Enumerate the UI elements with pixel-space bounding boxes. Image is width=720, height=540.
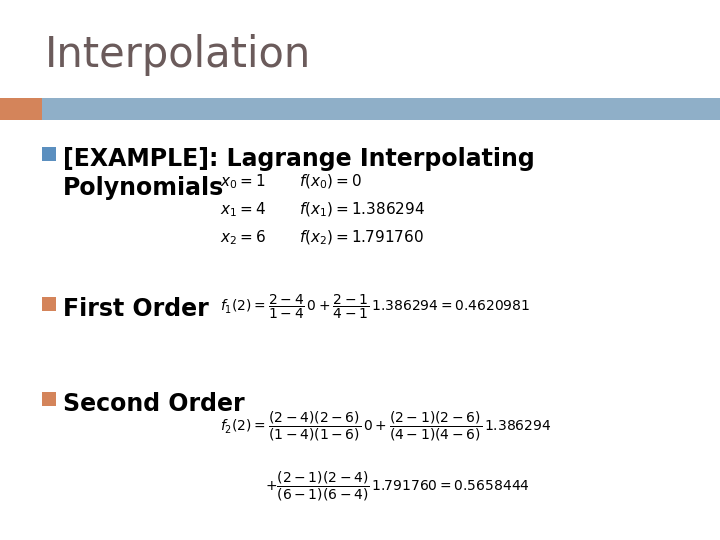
Text: Interpolation: Interpolation [45,34,311,76]
Text: First Order: First Order [63,297,209,321]
Bar [42,392,56,406]
Text: $f_1(2) = \dfrac{2-4}{1-4}\,0 + \dfrac{2-1}{4-1}\,1.386294 = 0.4620981$: $f_1(2) = \dfrac{2-4}{1-4}\,0 + \dfrac{2… [220,293,530,321]
Bar [42,297,56,311]
Text: $x_0 = 1$       $f(x_0) = 0$: $x_0 = 1$ $f(x_0) = 0$ [220,173,362,191]
Text: $+ \dfrac{(2-1)(2-4)}{(6-1)(6-4)}\,1.791760 = 0.5658444$: $+ \dfrac{(2-1)(2-4)}{(6-1)(6-4)}\,1.791… [265,470,530,503]
Text: $x_1 = 4$       $f(x_1) = 1.386294$: $x_1 = 4$ $f(x_1) = 1.386294$ [220,201,425,219]
Bar [42,98,720,120]
Bar [0,98,42,120]
Bar [42,147,56,161]
Text: $x_2 = 6$       $f(x_2) = 1.791760$: $x_2 = 6$ $f(x_2) = 1.791760$ [220,229,424,247]
Text: $f_2(2) = \dfrac{(2-4)(2-6)}{(1-4)(1-6)}\,0 + \dfrac{(2-1)(2-6)}{(4-1)(4-6)}\,1.: $f_2(2) = \dfrac{(2-4)(2-6)}{(1-4)(1-6)}… [220,410,552,443]
Text: [EXAMPLE]: Lagrange Interpolating
Polynomials: [EXAMPLE]: Lagrange Interpolating Polyno… [63,147,535,200]
Text: Second Order: Second Order [63,392,245,416]
